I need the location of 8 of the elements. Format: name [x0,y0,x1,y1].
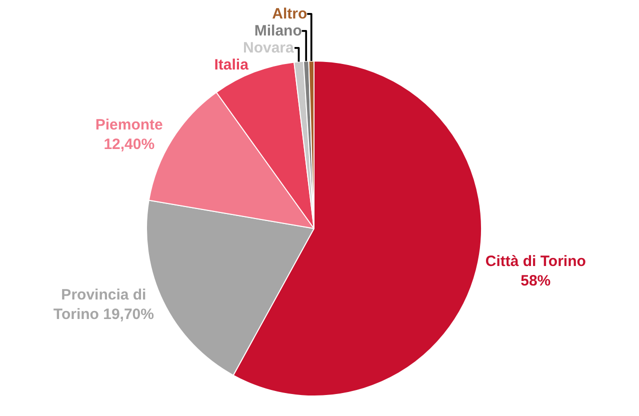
slice-label: Altro [272,5,308,22]
slice-label: Piemonte [95,116,163,134]
data-label: 12,40% [104,136,155,153]
slice-label: Città di Torino [485,253,586,270]
slice-label: Milano [254,22,302,40]
slice-label: Provincia di Torino 19,70% [53,286,154,323]
slice-label: Italia [214,56,250,74]
data-label: 58% [520,272,551,290]
